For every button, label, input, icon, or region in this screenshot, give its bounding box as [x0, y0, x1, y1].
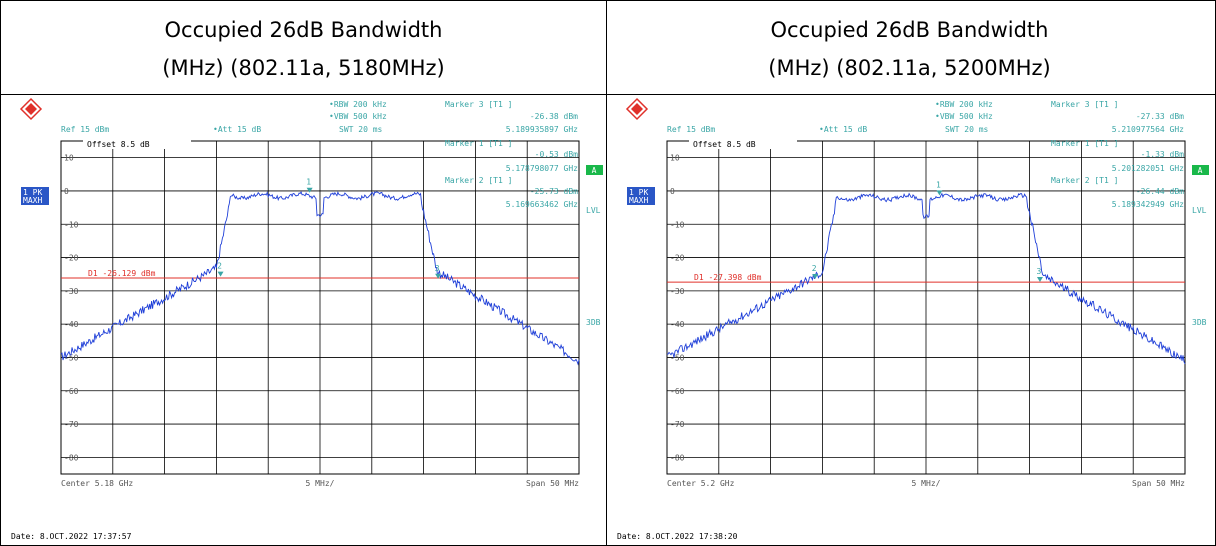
y-tick-label: -30	[670, 287, 685, 296]
marker-1-label: Marker 1 [T1 ]	[1051, 139, 1118, 148]
marker-3-frequency: 5.189935897 GHz	[506, 125, 578, 134]
a-indicator-label: A	[1198, 166, 1203, 175]
a-indicator-label: A	[592, 166, 597, 175]
marker-3-label: Marker 3 [T1 ]	[1051, 100, 1118, 109]
y-tick-label: -60	[64, 387, 79, 396]
y-tick-label: -80	[64, 453, 79, 462]
spectrum-plot: Ref 15 dBm •Att 15 dB •RBW 200 kHz •VBW 500…	[607, 95, 1212, 545]
y-tick-label: 10	[670, 154, 680, 163]
marker-1-label: Marker 1 [T1 ]	[445, 139, 512, 148]
marker-3-number: 3	[435, 264, 440, 273]
marker-3-label: Marker 3 [T1 ]	[445, 100, 512, 109]
marker-3-number: 3	[1037, 267, 1042, 276]
marker-1-frequency: 5.201282051 GHz	[1112, 164, 1184, 173]
offset-text: Offset 8.5 dB	[693, 140, 756, 149]
display-line-label: D1 -26.129 dBm	[88, 269, 156, 278]
marker-1-frequency: 5.178798077 GHz	[506, 164, 578, 173]
marker-2-level: -25.73 dBm	[530, 187, 578, 196]
center-frequency-text: Center 5.18 GHz	[61, 479, 133, 488]
marker-3-frequency: 5.210977564 GHz	[1112, 125, 1184, 134]
marker-2-number: 2	[812, 264, 817, 273]
y-tick-label: -30	[64, 287, 79, 296]
attenuation-text: •Att 15 dB	[213, 125, 261, 134]
rbw-text: •RBW 200 kHz	[935, 100, 993, 109]
y-tick-label: -80	[670, 453, 685, 462]
ref-level-text: Ref 15 dBm	[667, 125, 715, 134]
y-tick-label: -70	[64, 420, 79, 429]
y-tick-label: 0	[670, 187, 675, 196]
sweep-time-text: SWT 20 ms	[945, 125, 989, 134]
y-tick-label: -50	[670, 353, 685, 362]
trace-maxh-label: MAXH	[629, 196, 648, 205]
vbw-text: •VBW 500 kHz	[935, 112, 993, 121]
title-line-1: Occupied 26dB Bandwidth	[607, 11, 1212, 49]
rbw-text: •RBW 200 kHz	[329, 100, 387, 109]
y-tick-label: -60	[670, 387, 685, 396]
3db-label: 3DB	[1192, 318, 1207, 327]
y-tick-label: 0	[64, 187, 69, 196]
marker-3-level: -26.38 dBm	[530, 112, 578, 121]
rs-logo-icon	[627, 99, 647, 119]
y-tick-label: -40	[64, 320, 79, 329]
title-line-1: Occupied 26dB Bandwidth	[1, 11, 606, 49]
span-per-div-text: 5 MHz/	[912, 479, 941, 488]
span-per-div-text: 5 MHz/	[306, 479, 335, 488]
3db-label: 3DB	[586, 318, 601, 327]
marker-2-label: Marker 2 [T1 ]	[445, 176, 512, 185]
marker-1-number: 1	[936, 180, 941, 189]
center-frequency-text: Center 5.2 GHz	[667, 479, 735, 488]
trace-maxh-label: MAXH	[23, 196, 42, 205]
marker-1-level: -1.33 dBm	[1141, 150, 1185, 159]
marker-2-number: 2	[217, 262, 222, 271]
marker-2-frequency: 5.169663462 GHz	[506, 200, 578, 209]
rs-logo-icon	[21, 99, 41, 119]
y-tick-label: -10	[64, 220, 79, 229]
span-text: Span 50 MHz	[1132, 479, 1185, 488]
y-tick-label: -10	[670, 220, 685, 229]
sweep-time-text: SWT 20 ms	[339, 125, 383, 134]
offset-text: Offset 8.5 dB	[87, 140, 150, 149]
date-stamp: Date: 8.OCT.2022 17:37:57	[11, 532, 132, 541]
y-tick-label: -20	[64, 254, 79, 263]
title-line-2: (MHz) (802.11a, 5200MHz)	[607, 49, 1212, 87]
spectrum-plot: Ref 15 dBm •Att 15 dB •RBW 200 kHz •VBW 500…	[1, 95, 606, 545]
lvl-label: LVL	[586, 206, 601, 215]
y-tick-label: -20	[670, 254, 685, 263]
lvl-label: LVL	[1192, 206, 1207, 215]
marker-2-label: Marker 2 [T1 ]	[1051, 176, 1118, 185]
attenuation-text: •Att 15 dB	[819, 125, 867, 134]
title-line-2: (MHz) (802.11a, 5180MHz)	[1, 49, 606, 87]
marker-1-level: -0.53 dBm	[535, 150, 579, 159]
spectrum-panel-right: Ref 15 dBm •Att 15 dB •RBW 200 kHz •VBW 500…	[607, 95, 1212, 545]
marker-2-frequency: 5.189342949 GHz	[1112, 200, 1184, 209]
marker-2-level: -26.44 dBm	[1136, 187, 1184, 196]
marker-1-number: 1	[306, 178, 311, 187]
y-tick-label: 10	[64, 154, 74, 163]
y-tick-label: -40	[670, 320, 685, 329]
panel-title-right: Occupied 26dB Bandwidth (MHz) (802.11a, …	[607, 1, 1212, 94]
panel-title-left: Occupied 26dB Bandwidth (MHz) (802.11a, …	[1, 1, 606, 94]
vbw-text: •VBW 500 kHz	[329, 112, 387, 121]
date-stamp: Date: 8.OCT.2022 17:38:20	[617, 532, 738, 541]
display-line-label: D1 -27.398 dBm	[694, 273, 762, 282]
ref-level-text: Ref 15 dBm	[61, 125, 109, 134]
span-text: Span 50 MHz	[526, 479, 579, 488]
spectrum-panel-left: Ref 15 dBm •Att 15 dB •RBW 200 kHz •VBW 500…	[1, 95, 606, 545]
marker-3-level: -27.33 dBm	[1136, 112, 1184, 121]
y-tick-label: -70	[670, 420, 685, 429]
